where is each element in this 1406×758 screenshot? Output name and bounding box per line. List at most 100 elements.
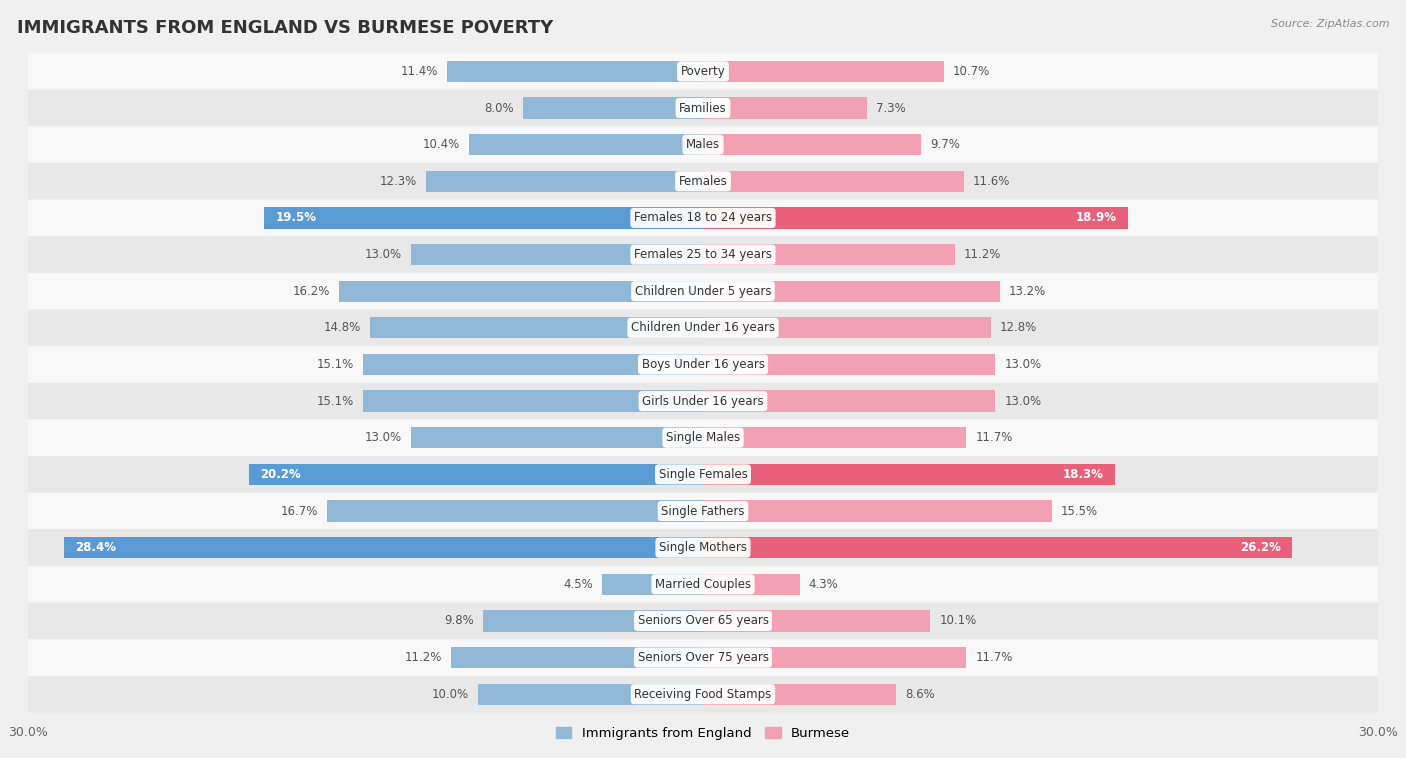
Text: 13.0%: 13.0%	[1004, 358, 1042, 371]
Text: 12.3%: 12.3%	[380, 175, 418, 188]
FancyBboxPatch shape	[28, 676, 1378, 713]
Text: Children Under 16 years: Children Under 16 years	[631, 321, 775, 334]
Text: Females 18 to 24 years: Females 18 to 24 years	[634, 211, 772, 224]
Text: Males: Males	[686, 138, 720, 151]
Text: 13.2%: 13.2%	[1010, 285, 1046, 298]
Text: 11.6%: 11.6%	[973, 175, 1011, 188]
FancyBboxPatch shape	[28, 529, 1378, 566]
Bar	[339, 280, 703, 302]
FancyBboxPatch shape	[28, 639, 1378, 676]
Bar	[426, 171, 703, 192]
Text: 8.6%: 8.6%	[905, 688, 935, 700]
Text: 9.7%: 9.7%	[931, 138, 960, 151]
Text: Girls Under 16 years: Girls Under 16 years	[643, 395, 763, 408]
Text: Single Fathers: Single Fathers	[661, 505, 745, 518]
Bar	[470, 134, 703, 155]
Bar	[363, 354, 703, 375]
Bar	[703, 97, 868, 119]
Text: 16.7%: 16.7%	[281, 505, 318, 518]
Text: 16.2%: 16.2%	[292, 285, 329, 298]
Text: Receiving Food Stamps: Receiving Food Stamps	[634, 688, 772, 700]
Text: 15.5%: 15.5%	[1060, 505, 1098, 518]
Text: 7.3%: 7.3%	[876, 102, 905, 114]
FancyBboxPatch shape	[28, 163, 1378, 199]
Text: Source: ZipAtlas.com: Source: ZipAtlas.com	[1271, 19, 1389, 29]
Legend: Immigrants from England, Burmese: Immigrants from England, Burmese	[550, 722, 856, 745]
Bar	[703, 464, 1115, 485]
Bar	[478, 684, 703, 705]
FancyBboxPatch shape	[28, 53, 1378, 89]
Text: Females: Females	[679, 175, 727, 188]
Bar	[703, 244, 955, 265]
Bar	[703, 134, 921, 155]
Bar	[370, 317, 703, 339]
Bar	[703, 171, 965, 192]
Bar	[703, 390, 995, 412]
Text: 18.3%: 18.3%	[1063, 468, 1104, 481]
Bar	[703, 537, 1292, 559]
Bar	[703, 647, 966, 669]
Text: 11.7%: 11.7%	[976, 431, 1012, 444]
Text: Children Under 5 years: Children Under 5 years	[634, 285, 772, 298]
FancyBboxPatch shape	[28, 566, 1378, 603]
Text: 9.8%: 9.8%	[444, 615, 474, 628]
Bar	[328, 500, 703, 522]
FancyBboxPatch shape	[28, 89, 1378, 127]
FancyBboxPatch shape	[28, 383, 1378, 419]
Bar	[411, 427, 703, 449]
Bar	[523, 97, 703, 119]
Text: Seniors Over 75 years: Seniors Over 75 years	[637, 651, 769, 664]
FancyBboxPatch shape	[28, 273, 1378, 309]
Text: Poverty: Poverty	[681, 65, 725, 78]
Bar	[249, 464, 703, 485]
FancyBboxPatch shape	[28, 236, 1378, 273]
Bar	[703, 610, 931, 631]
FancyBboxPatch shape	[28, 603, 1378, 639]
Text: 11.2%: 11.2%	[965, 248, 1001, 261]
Bar	[703, 500, 1052, 522]
Text: Seniors Over 65 years: Seniors Over 65 years	[637, 615, 769, 628]
FancyBboxPatch shape	[28, 419, 1378, 456]
Text: 15.1%: 15.1%	[318, 358, 354, 371]
Text: 19.5%: 19.5%	[276, 211, 316, 224]
Text: 4.3%: 4.3%	[808, 578, 838, 590]
Bar	[602, 574, 703, 595]
Text: 10.4%: 10.4%	[423, 138, 460, 151]
Text: 18.9%: 18.9%	[1076, 211, 1116, 224]
Text: 28.4%: 28.4%	[76, 541, 117, 554]
Text: 26.2%: 26.2%	[1240, 541, 1281, 554]
FancyBboxPatch shape	[28, 199, 1378, 236]
Text: IMMIGRANTS FROM ENGLAND VS BURMESE POVERTY: IMMIGRANTS FROM ENGLAND VS BURMESE POVER…	[17, 19, 553, 37]
Text: 8.0%: 8.0%	[485, 102, 515, 114]
Bar	[703, 280, 1000, 302]
Bar	[703, 574, 800, 595]
Text: 10.1%: 10.1%	[939, 615, 976, 628]
FancyBboxPatch shape	[28, 456, 1378, 493]
Bar	[703, 207, 1128, 229]
Bar	[447, 61, 703, 82]
Bar	[411, 244, 703, 265]
Bar	[703, 61, 943, 82]
Text: 12.8%: 12.8%	[1000, 321, 1038, 334]
Bar	[482, 610, 703, 631]
Text: 20.2%: 20.2%	[260, 468, 301, 481]
Text: 4.5%: 4.5%	[562, 578, 593, 590]
Text: 15.1%: 15.1%	[318, 395, 354, 408]
Bar	[703, 317, 991, 339]
FancyBboxPatch shape	[28, 493, 1378, 529]
FancyBboxPatch shape	[28, 127, 1378, 163]
Text: 10.0%: 10.0%	[432, 688, 470, 700]
Text: Boys Under 16 years: Boys Under 16 years	[641, 358, 765, 371]
Text: 14.8%: 14.8%	[323, 321, 361, 334]
Text: Single Males: Single Males	[666, 431, 740, 444]
Text: 11.2%: 11.2%	[405, 651, 441, 664]
FancyBboxPatch shape	[28, 309, 1378, 346]
Text: 11.4%: 11.4%	[401, 65, 437, 78]
Text: Single Females: Single Females	[658, 468, 748, 481]
Text: Families: Families	[679, 102, 727, 114]
Text: 10.7%: 10.7%	[953, 65, 990, 78]
Bar	[264, 207, 703, 229]
Text: 11.7%: 11.7%	[976, 651, 1012, 664]
Text: 13.0%: 13.0%	[364, 431, 402, 444]
Bar	[703, 684, 897, 705]
